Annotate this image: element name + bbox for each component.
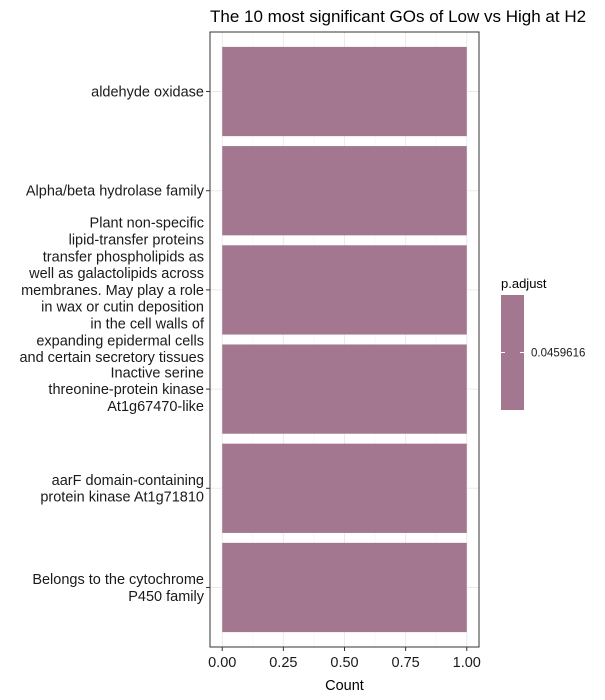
- category-label: Inactive serine threonine-protein kinase A…: [48, 365, 204, 415]
- bar: [222, 146, 467, 236]
- plot-area: aldehyde oxidase Alpha/beta hydrolase fam…: [19, 31, 481, 671]
- category-label: Belongs to the cytochrome P450 family: [32, 572, 204, 605]
- x-axis-title: Count: [325, 678, 364, 694]
- category-label: Alpha/beta hydrolase family: [26, 184, 205, 200]
- legend-title: p.adjust: [501, 276, 547, 291]
- x-tick-label: 1.00: [453, 655, 481, 671]
- x-tick-label: 0.50: [330, 655, 358, 671]
- x-tick-label: 0.00: [208, 655, 236, 671]
- x-tick-label: 0.25: [269, 655, 297, 671]
- chart-title: The 10 most significant GOs of Low vs Hi…: [210, 7, 586, 26]
- bar: [222, 542, 467, 633]
- bar: [222, 344, 467, 434]
- category-label: aarF domain-containing protein kinase At1…: [40, 473, 204, 506]
- x-tick-label: 0.75: [392, 655, 420, 671]
- bar: [222, 443, 467, 533]
- bar: [222, 46, 467, 137]
- category-label: aldehyde oxidase: [91, 85, 204, 101]
- category-label: Plant non-specific lipid-transfer protein…: [19, 216, 205, 366]
- bar: [222, 245, 467, 335]
- legend-colorbar: [501, 295, 524, 410]
- legend: p.adjust 0.0459616: [501, 276, 585, 410]
- legend-label: 0.0459616: [531, 348, 585, 360]
